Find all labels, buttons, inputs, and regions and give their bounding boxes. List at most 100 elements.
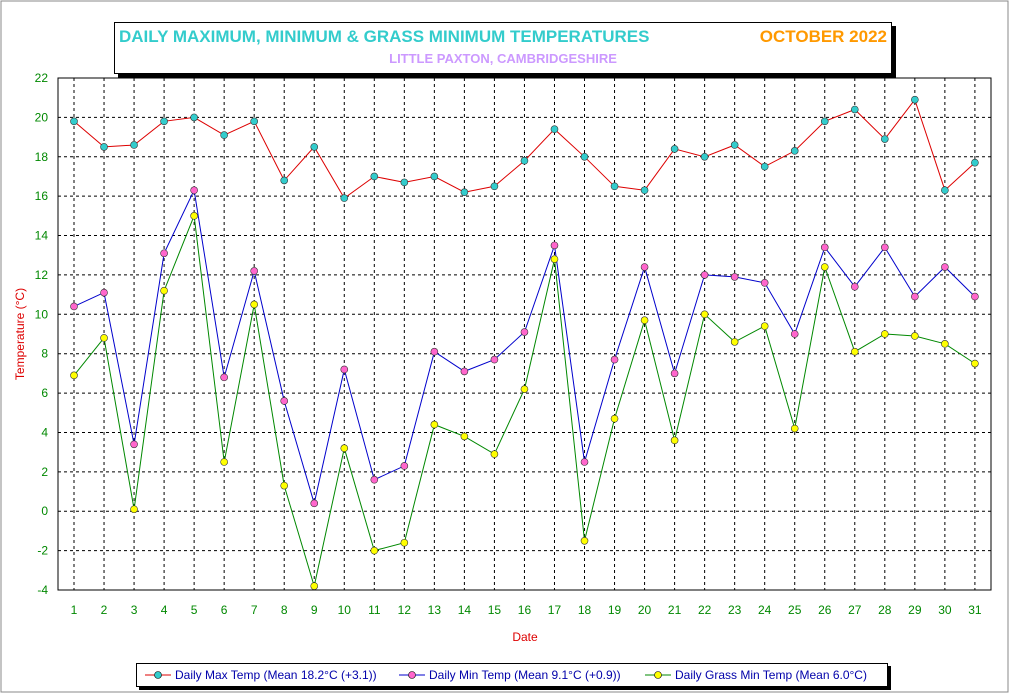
data-point-max [971, 158, 979, 167]
x-tick-label: 22 [698, 603, 712, 617]
data-point-max [100, 143, 108, 151]
data-point-min [640, 263, 649, 271]
data-point-grass [220, 458, 228, 466]
data-point-grass [700, 310, 709, 319]
data-point-grass [670, 436, 679, 445]
data-point-max [400, 178, 409, 187]
y-tick-label: 22 [35, 71, 49, 85]
data-point-min [280, 397, 289, 405]
y-tick-label: 10 [35, 307, 49, 321]
data-point-max [190, 113, 198, 122]
data-point-grass [250, 300, 258, 309]
data-point-max [130, 141, 138, 149]
data-point-min [700, 271, 709, 279]
x-tick-label: 6 [221, 603, 228, 617]
x-tick-label: 16 [518, 603, 532, 617]
y-tick-label: 18 [35, 150, 49, 164]
data-point-min [760, 278, 769, 287]
data-point-max [911, 95, 919, 104]
data-point-max [310, 143, 319, 151]
data-point-grass [640, 316, 649, 325]
data-point-grass [730, 338, 739, 346]
data-point-grass [881, 330, 889, 338]
chart-title: DAILY MAXIMUM, MINIMUM & GRASS MINIMUM T… [119, 27, 650, 46]
x-tick-labels: 1 2 3 4 5 6 7 8 9 10 11 12 13 14 15 16 17 18 19 20 21 22 23 24 2… [71, 603, 982, 617]
data-point-grass [911, 332, 919, 340]
data-point-min [100, 288, 108, 297]
x-tick-label: 12 [398, 603, 412, 617]
data-point-max [580, 152, 589, 161]
data-point-max [941, 186, 949, 195]
data-point-grass [760, 322, 769, 330]
legend-label-max: Daily Max Temp (Mean 18.2°C (+3.1)) [175, 668, 377, 682]
data-point-max [70, 117, 78, 126]
data-point-max [550, 125, 559, 133]
data-point-min [340, 365, 349, 374]
data-point-min [160, 249, 168, 258]
y-axis-label: Temperature (°C) [13, 288, 27, 380]
data-point-max [280, 176, 289, 185]
data-point-min [250, 267, 258, 275]
data-point-min [790, 330, 799, 338]
data-point-min [820, 243, 829, 252]
data-point-max [850, 105, 859, 114]
x-tick-label: 14 [458, 603, 472, 617]
x-tick-label: 5 [191, 603, 198, 617]
x-tick-label: 21 [668, 603, 682, 617]
data-point-grass [430, 420, 439, 429]
data-point-min [220, 373, 228, 382]
x-tick-label: 9 [311, 603, 318, 617]
y-tick-label: 2 [41, 465, 48, 479]
data-point-max [670, 145, 679, 153]
legend-item-grass: Daily Grass Min Temp (Mean 6.0°C) [645, 667, 867, 683]
x-tick-label: 2 [101, 603, 108, 617]
legend-item-max: Daily Max Temp (Mean 18.2°C (+3.1)) [145, 667, 377, 683]
legend-label-min: Daily Min Temp (Mean 9.1°C (+0.9)) [429, 668, 621, 682]
data-point-max [490, 182, 499, 191]
data-point-min [730, 273, 739, 281]
data-point-grass [490, 450, 499, 458]
data-point-grass [820, 263, 829, 271]
x-tick-label: 15 [488, 603, 502, 617]
data-point-max [640, 186, 649, 195]
data-point-max [430, 172, 439, 181]
x-tick-label: 3 [131, 603, 138, 617]
y-tick-label: 20 [35, 110, 49, 124]
x-tick-label: 26 [818, 603, 832, 617]
data-point-min [370, 475, 379, 484]
data-point-grass [370, 546, 379, 555]
y-tick-label: 14 [35, 229, 49, 243]
data-point-max [820, 117, 829, 126]
data-point-max [700, 152, 709, 161]
data-point-grass [100, 334, 108, 342]
x-tick-label: 28 [878, 603, 892, 617]
chart-title-box: DAILY MAXIMUM, MINIMUM & GRASS MINIMUM T… [114, 22, 892, 74]
data-point-grass [190, 212, 198, 220]
data-point-min [430, 347, 439, 356]
y-tick-label: 6 [41, 386, 48, 400]
data-point-min [911, 292, 919, 301]
x-tick-label: 27 [848, 603, 862, 617]
x-tick-label: 19 [608, 603, 622, 617]
data-point-min [550, 241, 559, 250]
series-markers [70, 95, 979, 590]
x-axis-label: Date [512, 630, 538, 644]
chart-subtitle: LITTLE PAXTON, CAMBRIDGESHIRE [389, 51, 617, 66]
x-tick-label: 11 [368, 603, 381, 617]
data-point-grass [580, 536, 589, 545]
x-tick-label: 17 [548, 603, 562, 617]
plot-area-border [57, 77, 992, 591]
data-point-grass [520, 385, 529, 393]
data-point-grass [971, 359, 979, 368]
data-point-max [160, 117, 168, 126]
data-point-grass [160, 286, 168, 295]
legend-item-min: Daily Min Temp (Mean 9.1°C (+0.9)) [399, 667, 621, 683]
x-tick-label: 29 [908, 603, 922, 617]
data-point-min [881, 243, 889, 252]
x-tick-label: 10 [338, 603, 352, 617]
x-tick-label: 7 [251, 603, 258, 617]
x-tick-label: 23 [728, 603, 742, 617]
data-point-grass [70, 371, 78, 380]
data-point-min [70, 302, 78, 311]
y-tick-label: 12 [35, 268, 49, 282]
